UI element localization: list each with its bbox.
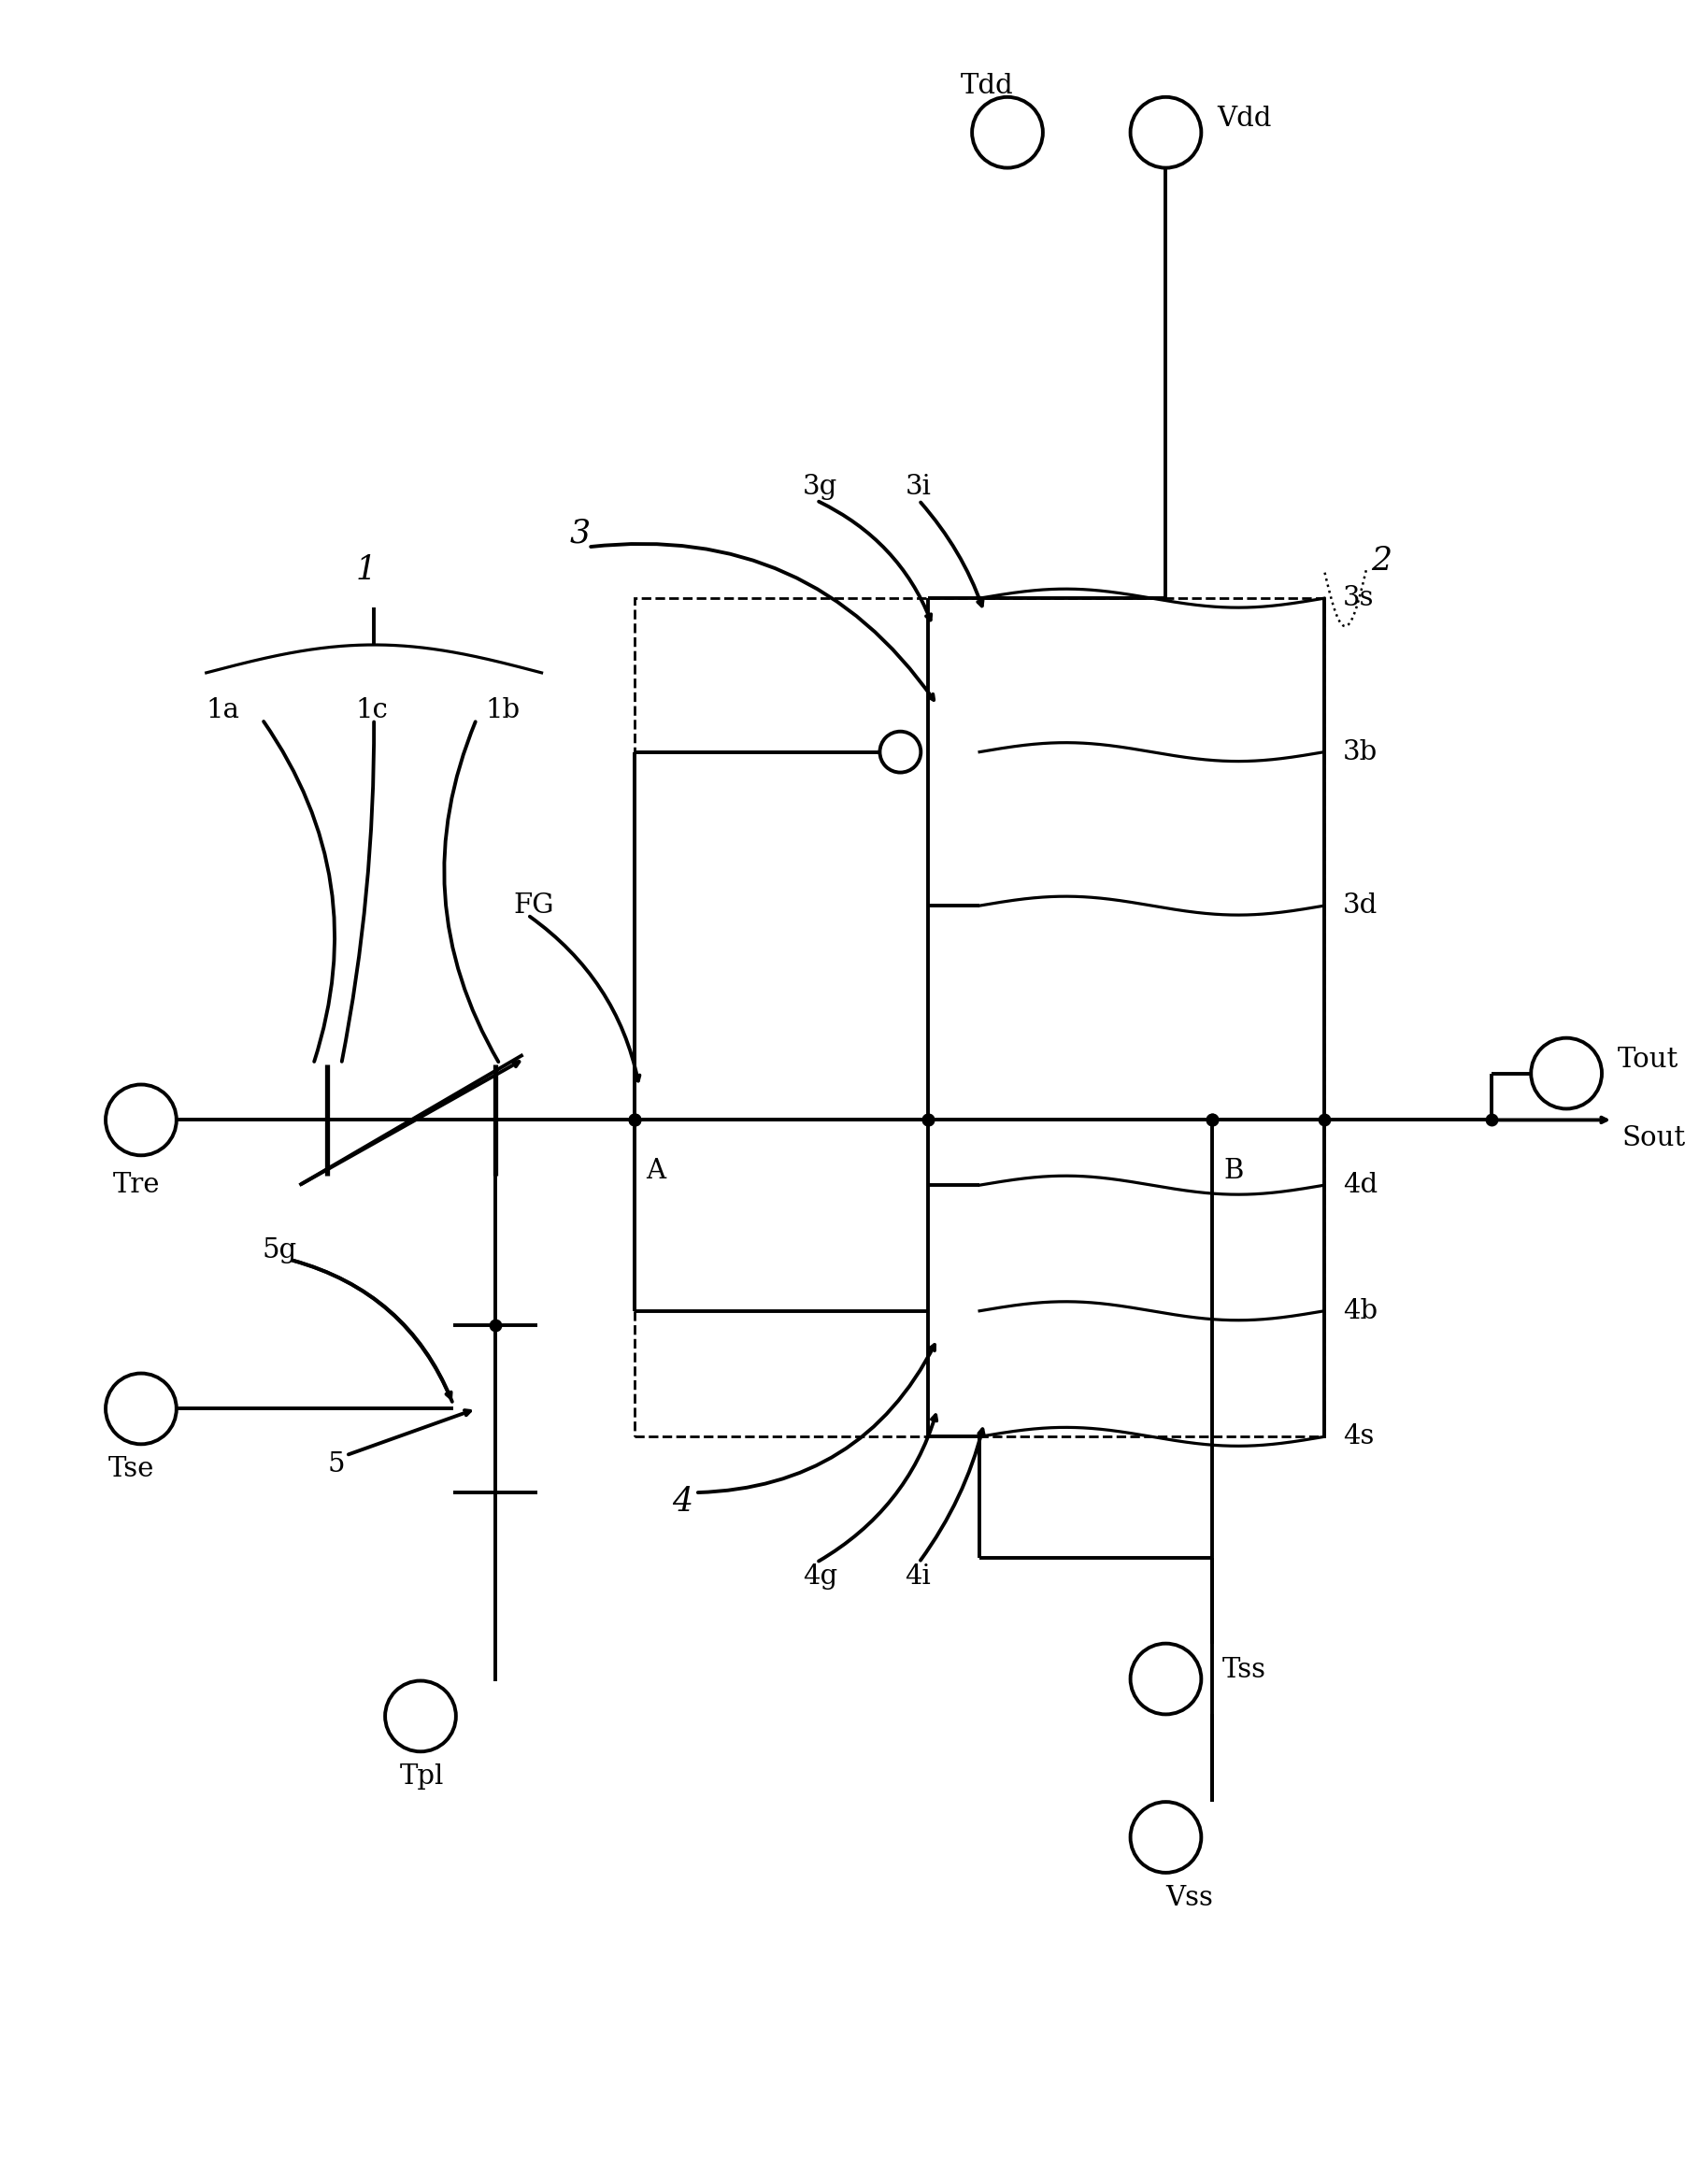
Bar [635,598,1324,1437]
Text: 1b: 1b [486,697,520,723]
Text: 3b: 3b [1342,738,1378,764]
Text: 1c: 1c [355,697,387,723]
Text: Vdd: Vdd [1216,105,1271,131]
Text: 4g: 4g [802,1564,838,1590]
Text: Tout: Tout [1617,1046,1679,1072]
Text: 5g: 5g [262,1238,297,1265]
Text: Sout: Sout [1623,1125,1685,1151]
Text: 3i: 3i [906,474,931,500]
Text: 3: 3 [569,518,590,548]
Text: Tpl: Tpl [399,1765,445,1791]
Text: 5: 5 [328,1452,345,1479]
Text: 3s: 3s [1342,585,1374,612]
Text: FG: FG [513,893,554,919]
Text: A: A [646,1158,666,1184]
Text: 4: 4 [673,1485,693,1518]
Text: Tdd: Tdd [962,72,1014,98]
Text: 1: 1 [355,555,375,585]
Text: 3d: 3d [1342,893,1378,919]
Text: Tre: Tre [114,1173,160,1199]
Text: 4b: 4b [1342,1297,1378,1324]
Text: 4s: 4s [1342,1424,1374,1450]
Text: 1a: 1a [206,697,240,723]
Text: 2: 2 [1371,546,1391,577]
Text: 4i: 4i [906,1564,931,1590]
Text: 4d: 4d [1342,1173,1378,1199]
Text: Tss: Tss [1222,1655,1266,1682]
Text: Tse: Tse [109,1457,155,1483]
Text: Vss: Vss [1166,1885,1213,1911]
Text: 3g: 3g [802,474,838,500]
Text: B: B [1223,1158,1244,1184]
